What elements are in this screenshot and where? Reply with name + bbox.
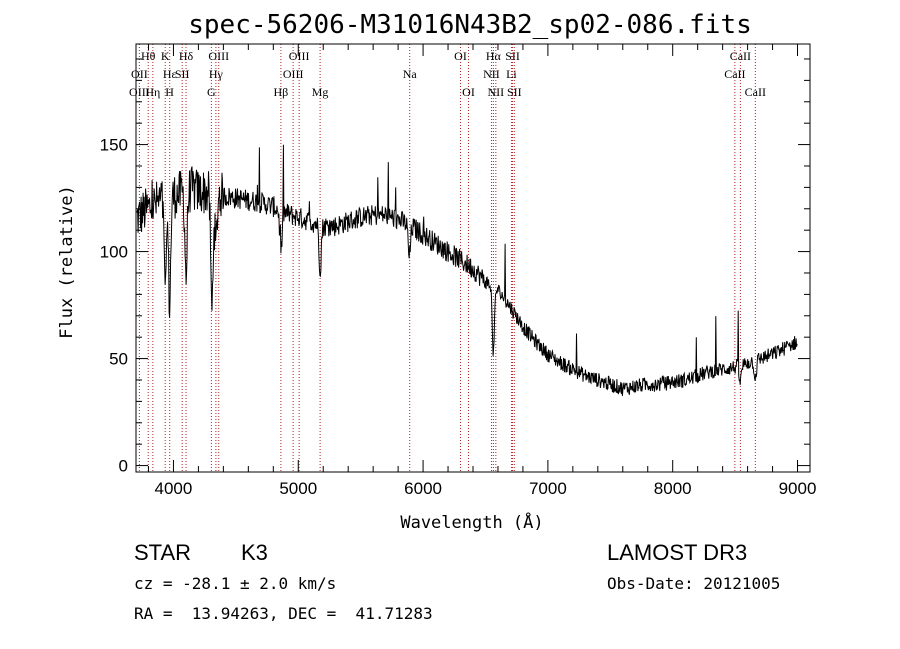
line-label: OI [454,49,467,63]
line-label: OI [462,85,475,99]
x-tick-label: 7000 [529,479,567,498]
spectral-line-markers [138,44,756,472]
line-label: OIII [129,85,150,99]
line-label: Hε [163,67,177,81]
star-class: STAR [134,540,192,565]
y-axis-label: Flux (relative) [57,185,77,339]
line-label: CaII [745,85,766,99]
line-label: Mg [312,85,329,99]
coordinates: RA = 13.94263, DEC = 41.71283 [134,604,433,623]
y-axis-ticks: 0 50 100 150 [100,58,810,476]
x-axis-label: Wavelength (Å) [400,511,543,533]
x-tick-label: 4000 [155,479,193,498]
survey-name: LAMOST DR3 [607,540,748,565]
x-tick-label: 5000 [279,479,317,498]
observation-date: Obs-Date: 20121005 [607,574,781,593]
line-label: OIII [208,49,229,63]
x-axis-ticks: 4000 5000 6000 7000 8000 9000 [147,44,817,498]
line-label: OII [131,67,148,81]
line-label: SII [507,85,522,99]
line-label: NII [483,67,500,81]
line-label: CaII [724,67,745,81]
line-label: Hη [145,85,160,99]
y-tick-label: 50 [109,350,128,369]
y-tick-label: 100 [100,243,128,262]
line-label: SII [505,49,520,63]
line-label: Hδ [179,49,194,63]
chart-title: spec-56206-M31016N43B2_sp02-086.fits [188,10,752,40]
x-tick-label: 6000 [404,479,442,498]
line-label: Hγ [209,67,224,81]
redshift-value: cz = -28.1 ± 2.0 km/s [134,574,337,593]
y-tick-label: 0 [119,457,128,476]
line-label: Hα [486,49,502,63]
line-label: Li [506,67,517,81]
line-label: OIII [289,49,310,63]
spectrum-line [136,144,798,396]
line-label: OIII [283,67,304,81]
x-tick-label: 9000 [779,479,817,498]
line-label: SII [175,67,190,81]
line-label: CaII [730,49,751,63]
line-label: Hβ [274,85,289,99]
line-label: NII [488,85,505,99]
line-label: Hθ [141,49,156,63]
line-label: Na [403,67,418,81]
line-label: H [165,85,174,99]
y-tick-label: 150 [100,136,128,155]
star-subclass: K3 [241,540,268,565]
plot-frame [135,43,811,473]
line-label: G [207,85,216,99]
line-label: K [161,49,170,63]
x-tick-label: 8000 [654,479,692,498]
